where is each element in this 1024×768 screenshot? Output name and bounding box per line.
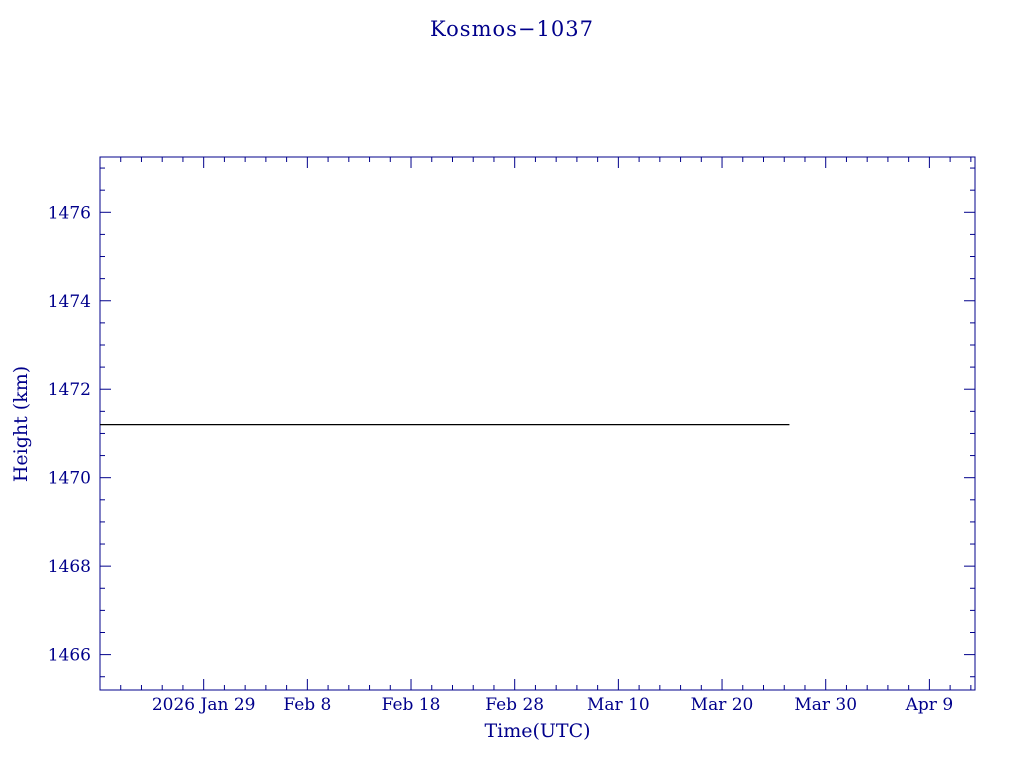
x-tick-label: Apr 9 [905, 695, 954, 715]
y-tick-label: 1472 [48, 380, 91, 400]
x-tick-label: Feb 18 [382, 695, 441, 715]
y-tick-label: 1474 [48, 292, 91, 312]
x-tick-label: Feb 8 [283, 695, 331, 715]
x-tick-label: 2026 Jan 29 [152, 695, 256, 715]
x-tick-label: Feb 28 [485, 695, 544, 715]
y-tick-label: 1468 [48, 557, 91, 577]
chart-title: Kosmos−1037 [430, 17, 594, 41]
y-tick-label: 1470 [48, 469, 91, 489]
x-axis-label: Time(UTC) [484, 720, 591, 742]
x-tick-label: Mar 30 [794, 695, 857, 715]
plot-frame [99, 156, 976, 691]
x-tick-label: Mar 20 [691, 695, 754, 715]
y-tick-label: 1466 [48, 646, 91, 666]
x-tick-label: Mar 10 [587, 695, 650, 715]
y-tick-label: 1476 [48, 203, 91, 223]
